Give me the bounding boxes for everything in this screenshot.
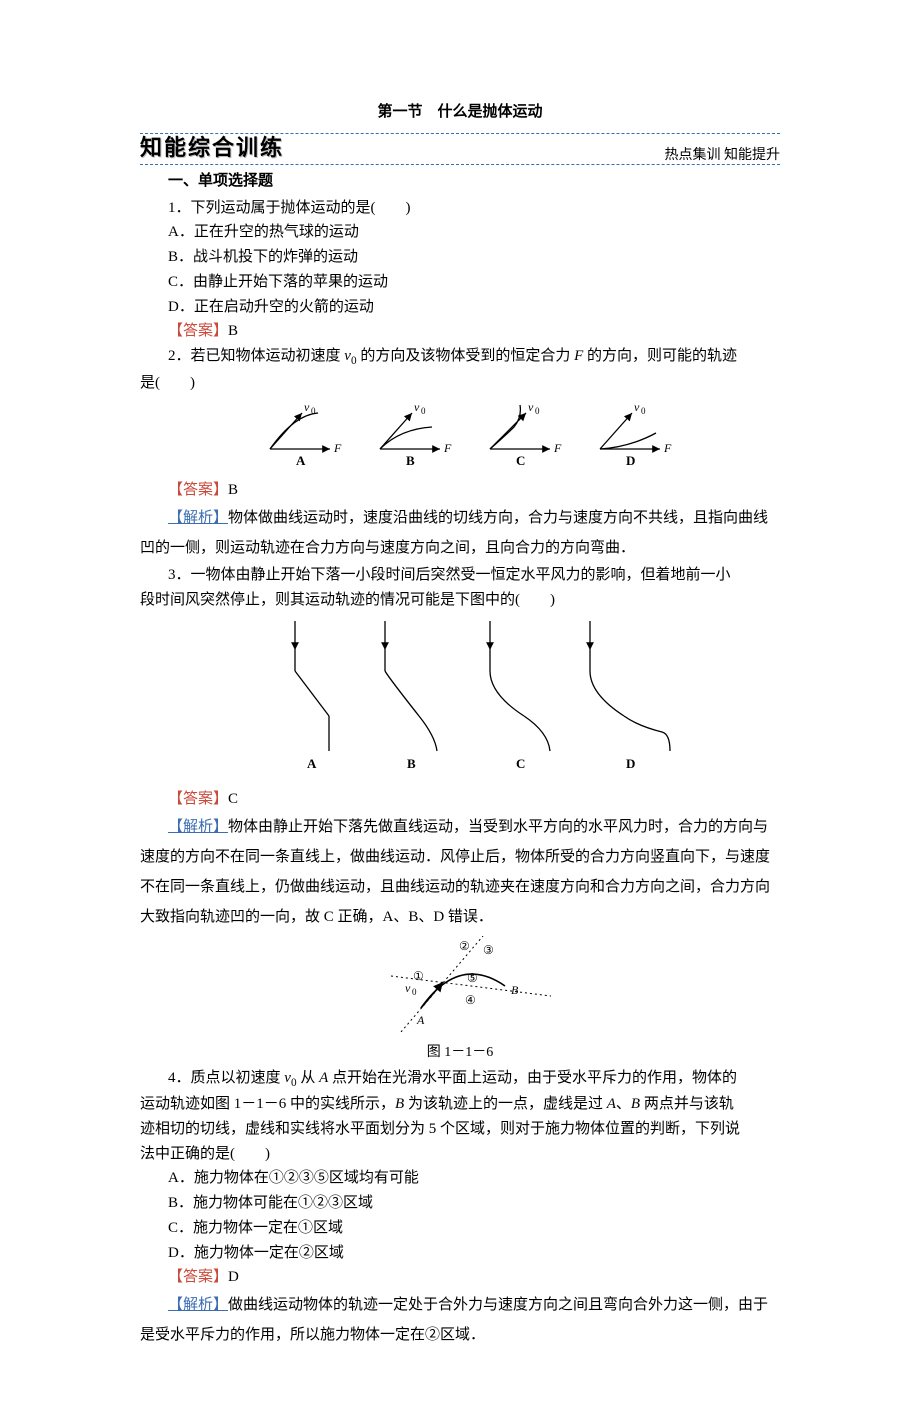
q2-explain: 【解析】物体做曲线运动时，速度沿曲线的切线方向，合力与速度方向不共线，且指向曲线… [140,503,780,563]
var-v: v [284,1070,291,1086]
q4-text-e: 为该轨迹上的一点，虚线是过 [404,1096,607,1112]
q2-answer: 【答案】B [140,478,780,503]
fig-1-1-6: A B v0 ① ② ③ ④ ⑤ 图 1－1－6 [140,936,780,1064]
q4-text-c: 点开始在光滑水平面上运动，由于受水平斥力的作用，物体的 [328,1070,737,1086]
svg-text:v: v [528,400,534,414]
q4-text-a: 4．质点以初速度 [168,1070,284,1086]
svg-text:B: B [407,756,416,771]
svg-text:F: F [443,441,452,455]
q4-opt-c: C．施力物体一定在①区域 [140,1216,780,1241]
var-F: F [574,348,583,364]
banner: 知能综合训练 热点集训 知能提升 [140,133,780,165]
svg-text:B: B [406,453,415,467]
q4-text-f: 、 [616,1096,631,1112]
q1-stem: 1．下列运动属于抛体运动的是( ) [140,196,780,221]
q4-stem-line1: 4．质点以初速度 v0 从 A 点开始在光滑水平面上运动，由于受水平斥力的作用，… [140,1066,780,1093]
q2-stem-line2: 是( ) [140,371,780,396]
explain-text: 做曲线运动物体的轨迹一定处于合外力与速度方向之间且弯向合外力这一侧，由于是受水平… [140,1297,768,1343]
fig-caption: 图 1－1－6 [140,1041,780,1064]
svg-text:③: ③ [483,943,494,957]
svg-text:v: v [304,400,310,414]
var-B2: B [631,1096,640,1112]
q2-stem-line1: 2．若已知物体运动初速度 v0 的方向及该物体受到的恒定合力 F 的方向，则可能… [140,344,780,371]
svg-text:C: C [516,756,525,771]
q4-text-g: 两点并与该轨 [640,1096,734,1112]
var-A2: A [607,1096,616,1112]
q1-opt-b: B．战斗机投下的炸弹的运动 [140,245,780,270]
var-A: A [319,1070,328,1086]
q4-text-d: 运动轨迹如图 1－1－6 中的实线所示， [140,1096,395,1112]
svg-text:0: 0 [421,406,426,416]
q4-stem-line2: 运动轨迹如图 1－1－6 中的实线所示，B 为该轨迹上的一点，虚线是过 A、B … [140,1092,780,1117]
q2-figure: v0 F A v0 F B v0 F C [140,399,780,476]
var-v: v [344,348,351,364]
q3-explain: 【解析】物体由静止开始下落先做直线运动，当受到水平方向的水平风力时，合力的方向与… [140,812,780,932]
q1-opt-d: D．正在启动升空的火箭的运动 [140,295,780,320]
explain-text: 物体由静止开始下落先做直线运动，当受到水平方向的水平风力时，合力的方向与速度的方… [140,819,770,925]
svg-text:F: F [553,441,562,455]
svg-text:⑤: ⑤ [467,971,478,985]
svg-text:A: A [307,756,317,771]
svg-text:B: B [511,983,519,997]
svg-text:D: D [626,756,635,771]
q4-explain: 【解析】做曲线运动物体的轨迹一定处于合外力与速度方向之间且弯向合外力这一侧，由于… [140,1290,780,1350]
banner-right: 热点集训 知能提升 [665,144,781,167]
svg-text:A: A [416,1013,425,1027]
banner-left: 知能综合训练 [140,130,284,166]
q4-answer: 【答案】D [140,1265,780,1290]
q1-opt-c: C．由静止开始下落的苹果的运动 [140,270,780,295]
q4-text-b: 从 [297,1070,320,1086]
svg-text:C: C [516,453,525,467]
svg-text:①: ① [413,969,424,983]
answer-value: C [228,791,238,807]
q3-stem-line2: 段时间风突然停止，则其运动轨迹的情况可能是下图中的( ) [140,588,780,613]
q1-answer: 【答案】B [140,319,780,344]
q2-text-a: 2．若已知物体运动初速度 [168,348,344,364]
explain-label: 【解析】 [168,510,228,526]
q4-opt-d: D．施力物体一定在②区域 [140,1241,780,1266]
section-heading-1: 一、单项选择题 [168,169,780,194]
explain-text: 物体做曲线运动时，速度沿曲线的切线方向，合力与速度方向不共线，且指向曲线凹的一侧… [140,510,768,556]
answer-label: 【答案】 [168,791,228,807]
svg-text:0: 0 [641,406,646,416]
answer-value: B [228,323,238,339]
q4-opt-a: A．施力物体在①②③⑤区域均有可能 [140,1166,780,1191]
q2-text-c: 的方向，则可能的轨迹 [583,348,737,364]
answer-label: 【答案】 [168,323,228,339]
answer-label: 【答案】 [168,1269,228,1285]
svg-text:v: v [634,400,640,414]
answer-label: 【答案】 [168,482,228,498]
svg-text:②: ② [459,939,470,953]
var-B: B [395,1096,404,1112]
svg-text:A: A [296,453,306,467]
svg-text:v: v [414,400,420,414]
explain-label: 【解析】 [168,1297,228,1313]
q3-stem-line1: 3．一物体由静止开始下落一小段时间后突然受一恒定水平风力的影响，但着地前一小 [140,563,780,588]
q4-stem-line4: 法中正确的是( ) [140,1142,780,1167]
page-title: 第一节 什么是抛体运动 [140,100,780,125]
svg-text:0: 0 [412,987,417,997]
q1-opt-a: A．正在升空的热气球的运动 [140,220,780,245]
svg-text:D: D [626,453,635,467]
q4-stem-line3: 迹相切的切线，虚线和实线将水平面划分为 5 个区域，则对于施力物体位置的判断，下… [140,1117,780,1142]
q3-figure: A B C [140,616,780,785]
svg-text:④: ④ [465,993,476,1007]
answer-value: D [228,1269,239,1285]
q3-answer: 【答案】C [140,787,780,812]
q2-text-b: 的方向及该物体受到的恒定合力 [357,348,575,364]
q4-opt-b: B．施力物体可能在①②③区域 [140,1191,780,1216]
svg-text:0: 0 [535,406,540,416]
explain-label: 【解析】 [168,819,228,835]
svg-text:v: v [405,981,411,995]
svg-text:F: F [333,441,342,455]
answer-value: B [228,482,238,498]
svg-text:0: 0 [311,406,316,416]
svg-text:F: F [663,441,672,455]
